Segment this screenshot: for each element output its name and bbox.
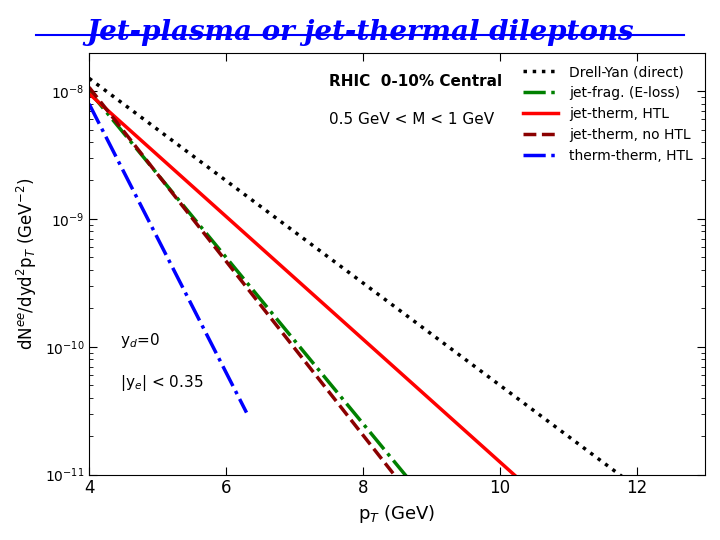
Text: Jet-plasma or jet-thermal dileptons: Jet-plasma or jet-thermal dileptons [86, 19, 634, 46]
Legend: Drell-Yan (direct), jet-frag. (E-loss), jet-therm, HTL, jet-therm, no HTL, therm: Drell-Yan (direct), jet-frag. (E-loss), … [518, 60, 698, 168]
Text: y$_d$=0: y$_d$=0 [120, 331, 160, 350]
Y-axis label: dN$^{ee}$/dyd$^2$p$_T$ (GeV$^{-2}$): dN$^{ee}$/dyd$^2$p$_T$ (GeV$^{-2}$) [15, 178, 39, 350]
Text: 0.5 GeV < M < 1 GeV: 0.5 GeV < M < 1 GeV [329, 112, 495, 127]
Text: |y$_e$| < 0.35: |y$_e$| < 0.35 [120, 373, 204, 393]
Text: RHIC  0-10% Central: RHIC 0-10% Central [329, 74, 503, 89]
X-axis label: p$_T$ (GeV): p$_T$ (GeV) [359, 503, 436, 525]
